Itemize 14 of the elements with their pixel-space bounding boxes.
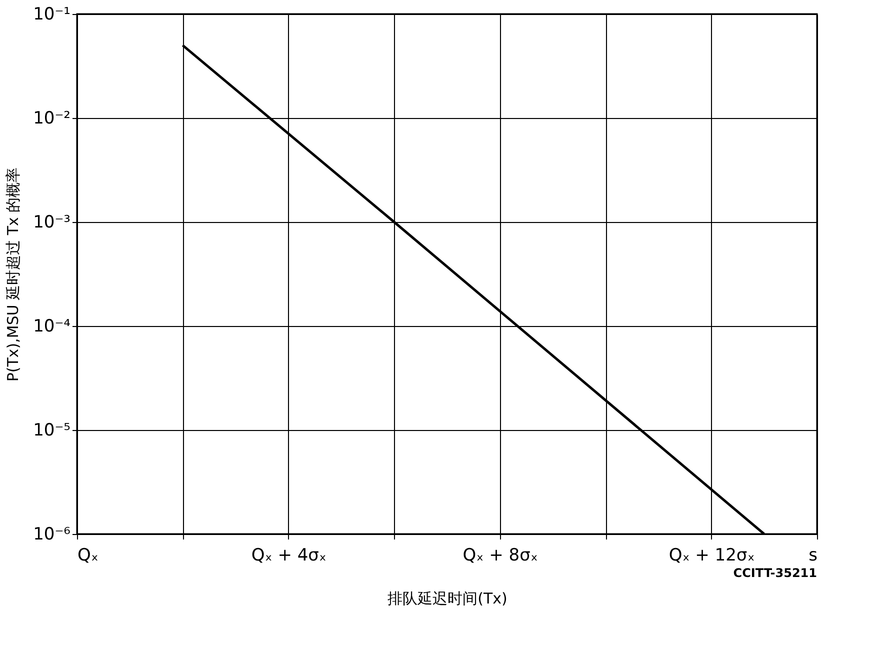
x-tick-label: Qₓ + 12σₓ [668,546,755,566]
y-tick-label: 10⁻⁴ [33,316,71,336]
x-tick-label: Qₓ + 8σₓ [462,546,538,566]
y-tick-label: 10⁻³ [33,212,70,232]
text: CCITT-35211 [733,566,817,580]
x-tick-label: Qₓ [78,546,98,566]
y-tick-label: 10⁻² [33,108,70,128]
x-tick-label: s [808,546,818,566]
y-tick-label: 10⁻¹ [33,4,70,24]
x-tick-label: Qₓ + 4σₓ [251,546,326,566]
x-axis-title: 排队延迟时间(Tx) [388,590,508,608]
y-tick-label: 10⁻⁵ [33,420,70,440]
y-axis-title: P(Tx),MSU 延时超过 Tx 的概率 [4,167,22,382]
y-tick-label: 10⁻⁶ [33,524,71,544]
